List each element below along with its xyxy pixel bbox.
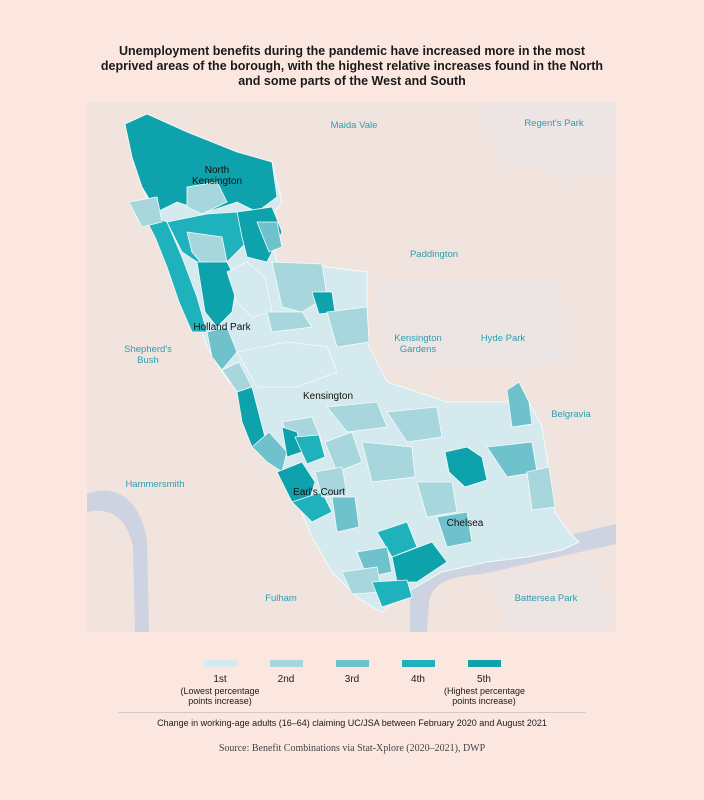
legend-label-5th: 5th xyxy=(477,674,491,685)
legend-item-4th: 4th xyxy=(378,660,458,686)
label-north-kensington: North Kensington xyxy=(191,165,243,187)
river-thames-east xyxy=(410,524,616,632)
ward-q3-west-d xyxy=(251,431,288,473)
label-kensington: Kensington xyxy=(302,391,354,402)
ward-q3-mid-h xyxy=(361,441,416,483)
ward-q3-mid-g xyxy=(324,431,363,473)
ward-q5-east-b xyxy=(444,446,488,488)
ward-q2-mid-b xyxy=(326,306,370,348)
river-thames xyxy=(87,490,149,632)
ward-q4-earls-b xyxy=(291,491,333,523)
legend-swatch-3rd xyxy=(335,660,369,667)
battersea-park-shape xyxy=(492,562,612,632)
ward-q3-north-d xyxy=(256,221,283,253)
legend-item-2nd: 2nd xyxy=(246,660,326,686)
label-chelsea: Chelsea xyxy=(446,518,484,529)
ward-q2-east-a xyxy=(386,406,443,443)
ward-q2-north-f xyxy=(128,196,163,228)
legend-caption: Change in working-age adults (16–64) cla… xyxy=(157,718,547,728)
label-holland-park: Holland Park xyxy=(193,322,251,333)
ward-q3-south-f xyxy=(436,511,473,548)
legend-swatch-1st xyxy=(203,660,237,667)
ward-q2-north-e xyxy=(186,181,228,215)
legend-sub-1st: (Lowest percentage points increase) xyxy=(180,686,260,706)
legend-item-5th: 5th (Highest percentage points increase) xyxy=(444,660,526,706)
legend-item-3rd: 3rd xyxy=(312,660,392,686)
ward-q2-east-f xyxy=(416,481,458,518)
legend-label-3rd: 3rd xyxy=(344,674,360,685)
label-regents-park: Regent's Park xyxy=(524,118,584,129)
ward-q2-earls-d xyxy=(314,466,348,498)
legend-label-1st: 1st xyxy=(213,674,227,685)
legend-sub-5th: (Highest percentage points increase) xyxy=(444,686,526,706)
legend-label-4th: 4th xyxy=(411,674,425,685)
ward-q5-south-d xyxy=(391,541,448,583)
label-battersea-park: Battersea Park xyxy=(514,593,578,604)
ward-q3-west-a xyxy=(206,326,238,371)
legend-swatch-2nd xyxy=(269,660,303,667)
label-belgravia: Belgravia xyxy=(551,409,591,420)
label-hammersmith: Hammersmith xyxy=(125,479,185,490)
legend: 1st (Lowest percentage points increase) … xyxy=(0,660,704,720)
ward-q5-north xyxy=(124,113,278,213)
ward-q3-north-k xyxy=(266,311,313,333)
legend-swatch-4th xyxy=(401,660,435,667)
source-note: Source: Benefit Combinations via Stat-Xp… xyxy=(218,743,486,754)
ward-q3-earls-c xyxy=(331,496,360,533)
map-title: Unemployment benefits during the pandemi… xyxy=(100,44,604,88)
map-area[interactable]: Maida Vale Regent's Park Paddington Shep… xyxy=(87,102,616,632)
ward-q3-east-d xyxy=(506,381,533,428)
label-kensington-gardens: Kensington Gardens xyxy=(394,333,442,355)
ward-q5-north-g xyxy=(196,261,238,328)
label-earls-court: Earl's Court xyxy=(293,487,345,498)
legend-swatch-5th xyxy=(467,660,501,667)
choropleth-map xyxy=(87,102,616,632)
label-shepherds-bush: Shepherd's Bush xyxy=(124,344,172,366)
label-fulham: Fulham xyxy=(265,593,297,604)
ward-q4-south-e xyxy=(371,579,413,608)
ward-q2-mid-a xyxy=(236,341,338,388)
ward-q4-west-strip xyxy=(141,211,208,333)
ward-q2-east-e xyxy=(526,466,556,511)
hyde-park-shape xyxy=(377,282,565,370)
ward-q2-north-i xyxy=(271,261,328,313)
ward-q4-mid-e xyxy=(294,434,326,465)
legend-divider xyxy=(118,712,586,713)
legend-item-1st: 1st (Lowest percentage points increase) xyxy=(180,660,260,706)
regents-park-shape xyxy=(482,102,616,177)
label-maida-vale: Maida Vale xyxy=(330,120,378,131)
borough-wards xyxy=(124,113,580,613)
label-paddington: Paddington xyxy=(409,249,459,260)
legend-label-2nd: 2nd xyxy=(277,674,295,685)
label-hyde-park: Hyde Park xyxy=(480,333,526,344)
ward-q2-mid-f xyxy=(326,401,388,433)
ward-q5-earls-a xyxy=(276,461,316,503)
